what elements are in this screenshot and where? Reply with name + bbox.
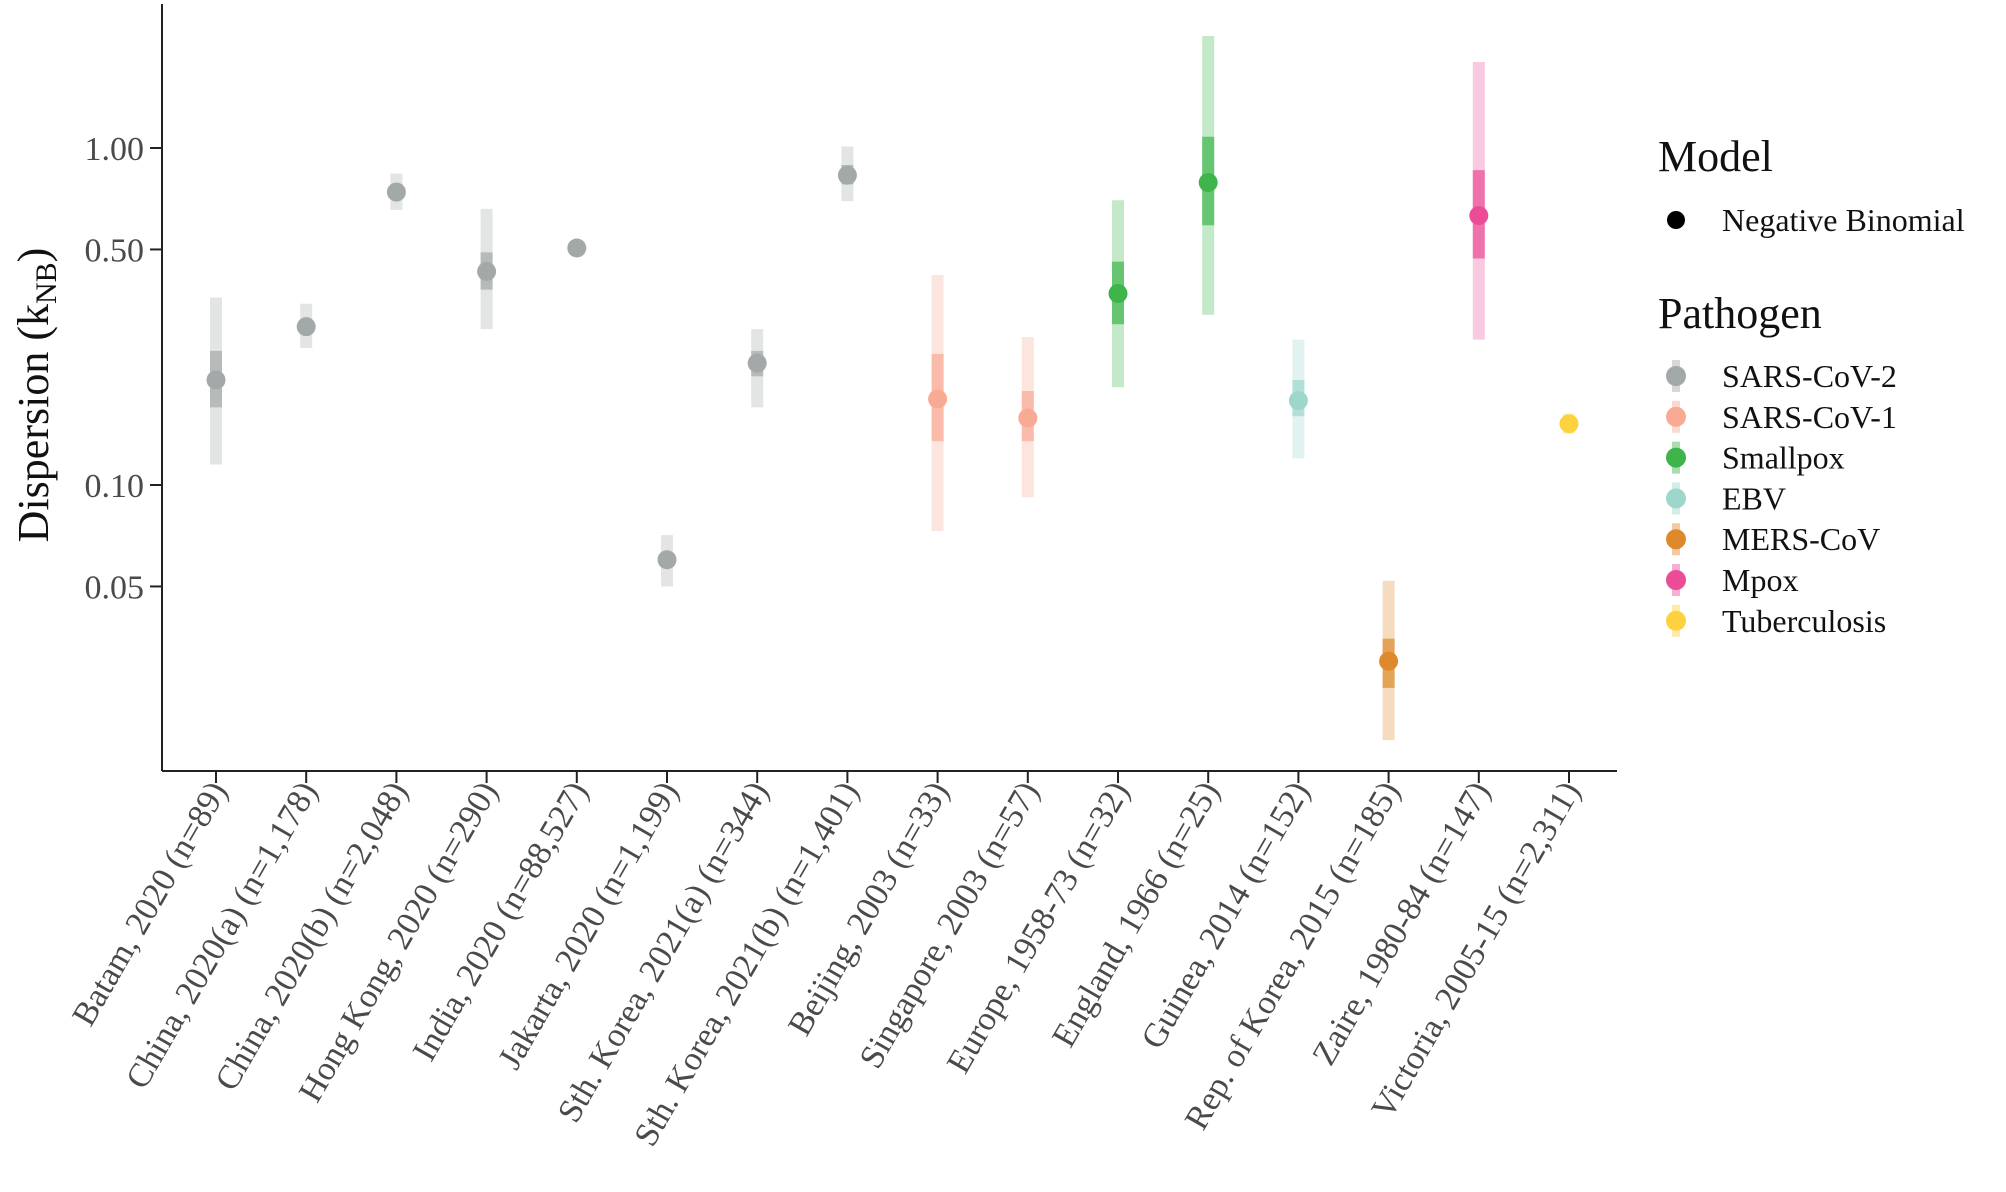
estimate-point	[657, 550, 677, 570]
estimate-point	[1018, 408, 1038, 428]
estimate-point	[386, 182, 406, 202]
legend-pathogen-marker	[1666, 406, 1686, 427]
legend-pathogen-title: Pathogen	[1658, 289, 1822, 338]
x-tick-label: Guinea, 2014 (n=152)	[1135, 776, 1318, 1056]
x-ticks	[215, 771, 1570, 783]
legend-pathogen-marker	[1666, 570, 1686, 590]
legend-model-label: Negative Binomial	[1722, 202, 1965, 238]
legend-pathogen-marker	[1666, 447, 1686, 468]
legend-pathogen-label: Tuberculosis	[1722, 603, 1886, 639]
estimate-point	[1108, 284, 1128, 304]
estimate-point	[296, 317, 316, 337]
estimate-point	[1198, 172, 1218, 192]
legend-pathogen-label: Smallpox	[1722, 440, 1845, 476]
x-tick-label: India, 2020 (n=88,527)	[406, 776, 596, 1068]
y-ticks: 0.05 0.10 0.50 1.00	[85, 131, 162, 606]
x-tick-labels: Batam, 2020 (n=89)China, 2020(a) (n=1,17…	[65, 776, 1588, 1153]
legend-pathogen-label: EBV	[1722, 480, 1786, 516]
y-tick-label: 1.00	[85, 131, 145, 168]
legend-pathogen-label: Mpox	[1722, 562, 1798, 598]
estimate-point	[1288, 391, 1308, 411]
y-tick-label: 0.05	[85, 569, 145, 606]
estimate-point	[747, 353, 767, 373]
legend-pathogen-marker	[1666, 610, 1686, 631]
estimate-point	[1559, 414, 1579, 434]
y-tick-label: 0.10	[85, 468, 145, 505]
legend: Model Negative Binomial Pathogen SARS-Co…	[1658, 132, 1965, 639]
estimate-point	[567, 238, 587, 258]
y-axis-title: Dispersion (kNB)	[9, 248, 63, 543]
x-tick-label: England, 1966 (n=25)	[1045, 776, 1227, 1054]
estimate-point	[206, 370, 226, 390]
estimate-point	[1469, 206, 1489, 226]
estimate-point	[477, 262, 497, 282]
legend-pathogen-label: SARS-CoV-1	[1722, 399, 1897, 435]
estimate-point	[837, 165, 857, 185]
x-tick-label: Zaire, 1980-84 (n=147)	[1305, 776, 1497, 1072]
legend-pathogen-items: SARS-CoV-2 SARS-CoV-1 Smallpox EBV MERS-CoV M…	[1666, 358, 1897, 639]
legend-pathogen-label: MERS-CoV	[1722, 521, 1880, 557]
estimate-point	[928, 389, 948, 409]
estimate-point	[1379, 651, 1399, 671]
legend-pathogen-label: SARS-CoV-2	[1722, 358, 1897, 394]
y-tick-label: 0.50	[85, 232, 145, 269]
data-marks	[206, 35, 1579, 741]
legend-model-title: Model	[1658, 132, 1773, 181]
legend-pathogen-marker	[1666, 529, 1686, 550]
x-tick-label: Beijing, 2003 (n=33)	[781, 776, 956, 1043]
legend-model-marker	[1667, 211, 1685, 229]
legend-pathogen-marker	[1666, 366, 1686, 386]
legend-pathogen-marker	[1666, 488, 1686, 509]
